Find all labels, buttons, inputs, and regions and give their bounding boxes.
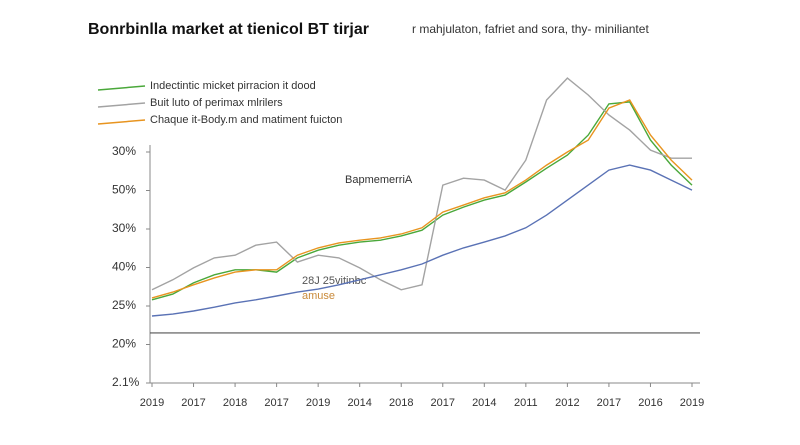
- chart-title: Bonrbinlla market at tienicol BT tirjar: [88, 21, 369, 38]
- y-tick-label: 2.1%: [112, 375, 140, 389]
- x-tick-label: 2017: [597, 397, 621, 409]
- y-tick-label: 40%: [112, 260, 136, 274]
- x-tick-label: 2017: [264, 397, 288, 409]
- legend-swatch: [97, 119, 146, 125]
- legend-label: Chaque it-Body.m and matiment fuicton: [150, 114, 342, 126]
- legend-swatch: [97, 102, 146, 108]
- legend-label: Buit luto of perimax mlrilers: [150, 97, 283, 109]
- y-tick-label: 30%: [112, 221, 136, 235]
- x-tick-label: 2016: [638, 397, 662, 409]
- x-tick-label: 2017: [181, 397, 205, 409]
- x-tick-label: 2018: [389, 397, 413, 409]
- x-tick-label: 2011: [514, 397, 538, 409]
- x-tick-label: 2019: [680, 397, 704, 409]
- x-tick-label: 2019: [140, 397, 164, 409]
- annotation: BapmemerriA: [345, 174, 413, 186]
- x-tick-label: 2017: [431, 397, 455, 409]
- x-tick-label: 2014: [472, 397, 496, 409]
- x-tick-label: 2014: [347, 397, 371, 409]
- annotation: 28J 25vitinbc: [302, 275, 367, 287]
- series-line: [151, 99, 693, 299]
- x-tick-label: 2012: [555, 397, 579, 409]
- series-line: [151, 164, 693, 317]
- y-tick-label: 50%: [112, 183, 136, 197]
- annotation: amuse: [302, 290, 335, 302]
- y-tick-label: 20%: [112, 337, 136, 351]
- legend-label: Indectintic micket pirracion it dood: [150, 80, 316, 92]
- y-tick-label: 30%: [112, 144, 136, 158]
- chart-subtitle: r mahjulaton, fafriet and sora, thy- min…: [412, 22, 649, 36]
- x-tick-label: 2019: [306, 397, 330, 409]
- y-tick-label: 25%: [112, 298, 136, 312]
- x-tick-label: 2018: [223, 397, 247, 409]
- legend-swatch: [97, 85, 146, 91]
- series-line: [151, 101, 693, 301]
- series-line: [151, 77, 692, 291]
